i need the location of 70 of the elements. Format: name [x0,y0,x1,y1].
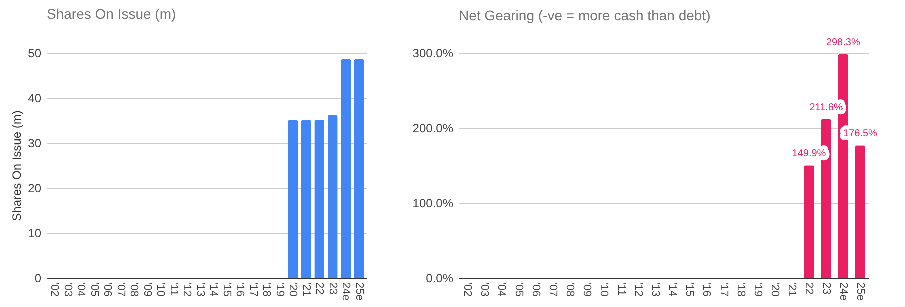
x-tick-label: '05 [512,282,525,297]
x-tick-label: '07 [114,282,127,297]
y-tick-label: 300.0% [412,46,454,60]
bar [328,115,338,278]
x-tick-label: '21 [786,282,798,297]
x-tick-label: '03 [478,282,491,297]
x-tick-label: '19 [752,282,764,297]
x-tick-label: '17 [718,282,730,297]
bar [314,120,325,278]
x-tick-label: 23 [820,282,832,295]
chart-title: Net Gearing (-ve = more cash than debt) [459,7,711,24]
x-tick-label: '07 [546,282,559,297]
bar [301,120,312,278]
x-tick-label: '13 [649,282,662,297]
y-tick-label: 40 [28,92,42,106]
y-axis-title: Shares On Issue (m) [10,110,24,222]
x-tick-label: '18 [260,282,273,297]
x-tick-label: '09 [141,282,154,297]
x-tick-label: '02 [48,282,61,297]
y-tick-label: 30 [28,136,42,150]
x-tick-label: '15 [684,282,696,297]
x-tick-label: '02 [462,282,474,297]
x-tick-label: 25e [353,282,366,301]
x-tick-label: '21 [300,282,312,297]
x-tick-label: '20 [769,282,782,297]
x-tick-label: 22 [803,282,816,295]
x-tick-label: '14 [666,282,679,297]
x-tick-label: '13 [194,282,206,297]
x-tick-label: '16 [700,282,713,297]
x-tick-label: '11 [615,282,628,296]
y-tick-label: 0.0% [426,272,454,286]
x-tick-label: 23 [326,282,339,295]
x-tick-label: '08 [128,282,140,297]
x-tick-label: '09 [581,282,594,297]
y-tick-label: 50 [28,46,42,60]
x-tick-label: '03 [62,282,74,297]
x-tick-label: '12 [632,282,644,297]
x-tick-label: '05 [88,282,100,297]
x-tick-label: '14 [208,282,220,297]
x-tick-label: '04 [496,282,508,297]
x-tick-label: '17 [247,282,260,297]
bar [354,59,364,278]
data-label: 298.3% [826,37,860,48]
x-tick-label: '16 [234,282,246,297]
x-tick-label: 25e [854,282,866,301]
x-tick-label: '11 [168,282,180,296]
x-tick-label: '10 [154,282,167,297]
x-tick-label: '06 [530,282,542,297]
x-tick-label: '20 [287,282,300,297]
chart-title: Shares On Issue (m) [47,6,176,22]
x-tick-label: '19 [274,282,286,297]
y-tick-label: 20 [28,182,42,196]
bar [288,120,298,278]
x-tick-label: '15 [220,282,233,297]
bar [341,59,352,278]
x-tick-label: '04 [75,282,88,297]
x-tick-label: 24e [340,282,352,301]
x-tick-label: '12 [181,282,194,297]
bar [804,166,814,278]
x-tick-label: '18 [734,282,747,297]
x-tick-label: '10 [598,282,610,297]
bar [855,146,866,278]
y-tick-label: 200.0% [412,122,454,136]
y-tick-label: 10 [28,226,42,240]
y-tick-label: 0 [34,272,42,286]
y-tick-label: 100.0% [412,196,454,210]
x-tick-label: 24e [837,282,850,301]
x-tick-label: '08 [564,282,576,297]
x-tick-label: '06 [102,282,114,297]
x-tick-label: 22 [314,282,326,295]
